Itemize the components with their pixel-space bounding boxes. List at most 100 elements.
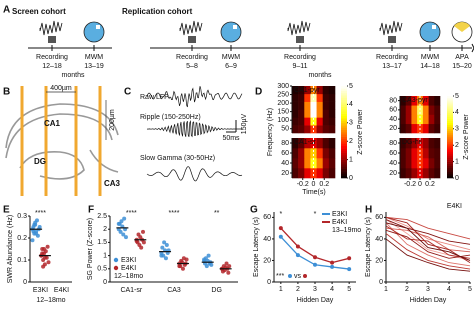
colorbar-step (341, 109, 347, 112)
heatmap-cell (428, 158, 435, 169)
heatmap-cell (328, 168, 336, 179)
event-months: 13–19 (84, 63, 104, 70)
heatmap-cell (310, 148, 317, 159)
event-label: Recording (36, 54, 68, 61)
platform-icon (233, 25, 237, 29)
colorbar-step (341, 99, 347, 103)
heatmap-cell (422, 148, 429, 159)
colorbar-step (447, 139, 453, 142)
heatmap-cell (298, 158, 305, 169)
heatmap-cell (304, 158, 311, 169)
y-axis-title: Escape Latency (s) (253, 217, 260, 277)
x-tick-label: 0.2 (425, 181, 435, 188)
heatmap-cell (298, 168, 305, 179)
heatmap-cell (322, 101, 330, 110)
panel-label: D (255, 87, 262, 98)
data-point (295, 244, 300, 249)
event-months: 12–18 (42, 63, 62, 70)
colorbar-step (341, 145, 347, 149)
heatmap-cell (322, 109, 330, 118)
region-label: DG (34, 157, 46, 166)
data-point (227, 264, 232, 269)
y-tick-label: 20 (389, 125, 397, 132)
colorbar-tick-label: 4 (455, 109, 459, 116)
heatmap-cell (316, 86, 324, 95)
maze-icon (83, 21, 105, 43)
x-axis-title: Time(s) (302, 189, 325, 196)
y-tick-label: 80 (389, 140, 397, 147)
scale-bars (226, 120, 237, 133)
x-tick-label: 1 (279, 286, 283, 293)
timeline-icon (287, 20, 311, 43)
colorbar-tick-label: 5 (349, 83, 353, 90)
heatmap-cell (316, 93, 324, 102)
heatmap-cell (316, 125, 324, 134)
colorbar-step (341, 150, 347, 153)
colorbar-step (341, 141, 347, 144)
y-tick-label: 40 (263, 236, 271, 243)
x-tick-label: 5 (468, 286, 472, 293)
colorbar-tick-label: 1 (349, 156, 353, 163)
colorbar-step (447, 104, 453, 107)
event-months: 9–11 (292, 63, 307, 70)
event-label: MWM (222, 54, 240, 61)
colorbar-step (341, 159, 347, 163)
colorbar-step (341, 148, 347, 151)
y-axis-title: Escape Latency (s) (365, 217, 372, 277)
trace-icon (379, 20, 403, 36)
colorbar-step (447, 153, 453, 156)
cohort-age: 13–19mo (332, 227, 361, 234)
series-line (385, 216, 471, 251)
colorbar-step (447, 169, 453, 173)
heatmap-cell (428, 168, 435, 179)
x-axis-title: Hidden Day (410, 297, 447, 304)
data-point (118, 229, 123, 234)
colorbar-step (447, 118, 453, 121)
colorbar-step (447, 147, 453, 150)
y-tick-label: 40 (389, 160, 397, 167)
region-label: CA1 (44, 119, 61, 128)
shock-zone (454, 22, 470, 32)
colorbar-step (341, 168, 347, 172)
heatmap-cell (328, 148, 336, 159)
data-point (119, 219, 124, 224)
heatmap-cell (434, 123, 441, 134)
scale-label: 400µm (50, 85, 72, 92)
heatmap-cell (304, 109, 311, 118)
heatmap-cell (322, 168, 330, 179)
colorbar-step (447, 145, 453, 148)
colorbar-step (447, 106, 453, 109)
heatmap-cell (328, 138, 336, 149)
y-tick-label: 80 (389, 97, 397, 104)
heatmap-cell (310, 125, 317, 134)
colorbar-step (341, 132, 347, 135)
heatmap-cell (428, 105, 435, 115)
colorbar-step (341, 125, 347, 128)
heatmap-cell (434, 105, 441, 115)
stats-marker (303, 274, 307, 278)
heatmap-cell (428, 114, 435, 125)
timeline-icon (179, 20, 203, 43)
event-label: MWM (421, 54, 439, 61)
x-tick-label: -0.2 (404, 181, 416, 188)
colorbar-step (341, 122, 347, 126)
data-point (177, 264, 182, 269)
colorbar-step (341, 161, 347, 165)
heatmap-cell (292, 86, 299, 95)
significance: ** (214, 210, 220, 217)
colorbar-step (447, 96, 453, 99)
y-axis-title: Frequency (Hz) (267, 108, 274, 156)
chart-title: E4KI (447, 203, 462, 210)
heatmap-cell (310, 109, 317, 118)
heatmap-cell (400, 138, 407, 149)
colorbar-step (341, 106, 347, 110)
heatmap-cell (434, 114, 441, 125)
x-tick-label: E4KI (54, 287, 69, 294)
region-label: CA3 (104, 179, 121, 188)
event-label: Recording (176, 54, 208, 61)
colorbar-step (341, 113, 347, 117)
heatmap-cell (411, 105, 418, 115)
data-point (140, 229, 145, 234)
panel-name: CA3-pyr (402, 97, 428, 104)
series-line (385, 227, 471, 253)
